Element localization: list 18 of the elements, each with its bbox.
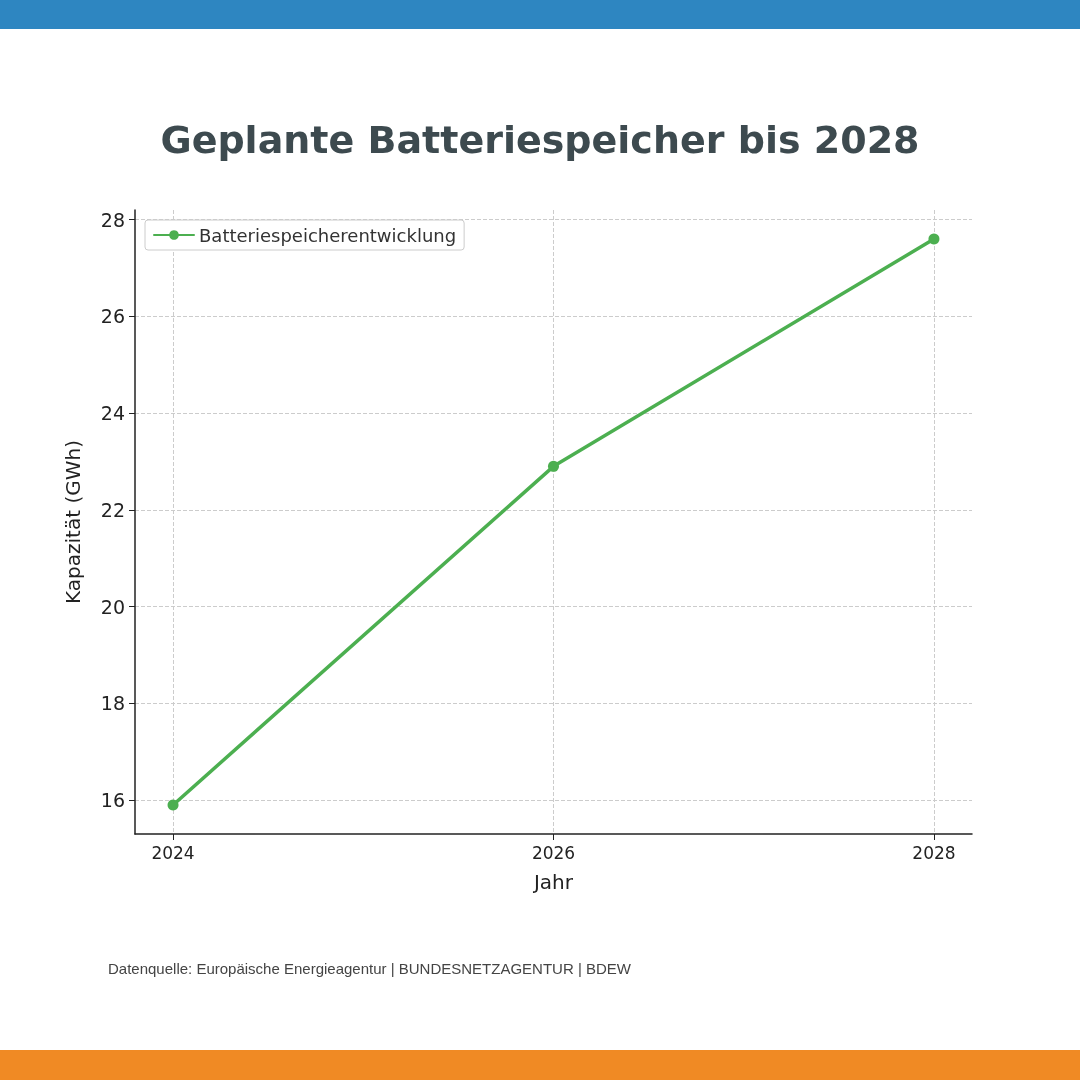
- x-tick-label: 2026: [531, 842, 576, 863]
- y-tick-label: 16: [100, 789, 125, 812]
- y-tick-label: 28: [100, 208, 125, 231]
- y-tick-label: 26: [100, 305, 125, 328]
- x-tick-label: 2024: [151, 842, 195, 863]
- y-tick-label: 18: [100, 692, 125, 715]
- y-tick-label: 22: [100, 498, 125, 521]
- point: [548, 460, 559, 472]
- point: [167, 799, 179, 811]
- text: Datenquelle: Europäische Energieagentur | BUNDESNETZAGENTUR | BDEW: [108, 960, 632, 977]
- x-axis-title: Jahr: [531, 870, 574, 894]
- x-tick-label: 2028: [912, 842, 956, 863]
- point: [928, 233, 940, 245]
- y-tick-label: 24: [100, 402, 125, 425]
- legend-label: Batteriespeicherentwicklung: [199, 224, 457, 246]
- y-axis-title: Kapazität (GWh): [61, 440, 85, 604]
- chart-title: Geplante Batteriespeicher bis 2028: [159, 118, 921, 162]
- y-tick-label: 20: [100, 595, 125, 618]
